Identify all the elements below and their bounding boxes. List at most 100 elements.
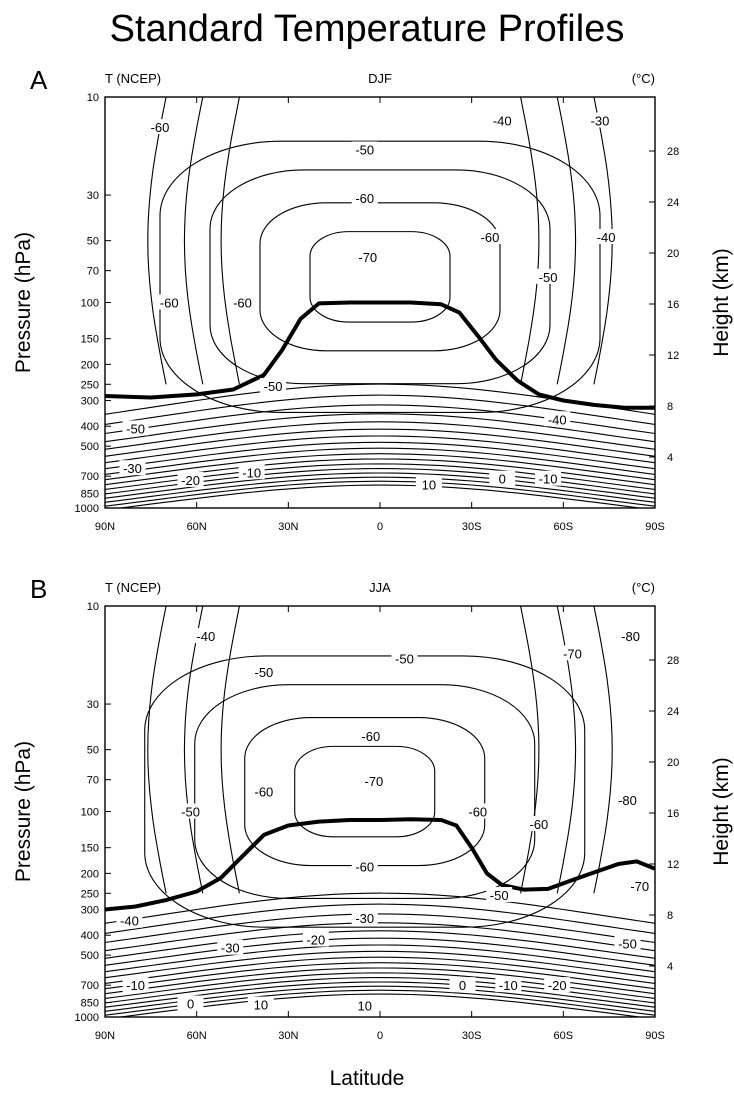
label-left: T (NCEP): [105, 580, 161, 595]
contour-label-bg: [544, 977, 571, 993]
y-tick-label: 300: [81, 905, 99, 917]
contour-label-bg: [360, 772, 387, 788]
y-tick-label: 850: [81, 488, 99, 500]
y2-tick-label: 4: [667, 961, 673, 973]
contour-label: -10: [126, 978, 145, 993]
contour-label: -50: [618, 937, 637, 952]
y2-tick-label: 8: [667, 401, 673, 413]
isotherm: [105, 950, 655, 979]
y-tick-label: 700: [81, 980, 99, 992]
contour-label-bg: [464, 803, 491, 819]
isotherm: [105, 394, 655, 425]
contour-label: -50: [126, 421, 145, 436]
contour-label-bg: [238, 464, 265, 480]
label-center: JJA: [369, 580, 391, 595]
contour-label-bg: [192, 628, 219, 644]
isotherm: [105, 413, 655, 443]
contour-label-bg: [489, 470, 516, 486]
contour-label-bg: [351, 910, 378, 926]
label-right: (°C): [632, 71, 655, 86]
y-axis-title: Pressure (hPa): [12, 741, 35, 882]
contour-label-bg: [489, 112, 516, 128]
contour-label: -70: [630, 879, 649, 894]
x-axis-title: Latitude: [329, 1067, 405, 1090]
contour-label-bg: [614, 792, 641, 808]
contour-label-bg: [229, 294, 256, 310]
contour-label: -20: [306, 933, 325, 948]
contour-label: 10: [422, 478, 436, 493]
y-tick-label: 100: [81, 807, 99, 819]
contour-label: -50: [490, 888, 509, 903]
contour-label-bg: [250, 664, 277, 680]
contour-label: -60: [254, 785, 273, 800]
contour-label: -40: [120, 914, 139, 929]
isotherm: [105, 453, 655, 481]
y2-tick-label: 24: [667, 197, 679, 209]
y-tick-label: 50: [87, 745, 99, 757]
x-tick-label: 0: [377, 1030, 383, 1042]
contour-label: 0: [499, 472, 506, 487]
contour-label: -40: [548, 412, 567, 427]
x-tick-label: 0: [377, 521, 383, 533]
contour-label: -70: [364, 774, 383, 789]
isotherm: [144, 655, 586, 928]
contour-label: -30: [221, 941, 240, 956]
contour-label: 0: [459, 978, 466, 993]
x-tick-label: 90N: [95, 1030, 115, 1042]
isotherm: [105, 484, 655, 508]
y-tick-label: 10: [87, 601, 99, 613]
x-tick-label: 90N: [95, 521, 115, 533]
contour-label: 10: [254, 998, 268, 1013]
contour-label: -30: [591, 113, 610, 128]
y2-tick-label: 20: [667, 757, 679, 769]
contour-label-bg: [122, 420, 149, 436]
y2-tick-label: 12: [667, 859, 679, 871]
isotherm: [259, 202, 501, 352]
y2-tick-label: 28: [667, 146, 679, 158]
contour-label-bg: [559, 645, 586, 661]
contour-label-bg: [217, 939, 244, 955]
x-tick-label: 30S: [462, 1030, 482, 1042]
contour-label-bg: [354, 248, 381, 264]
contour-label: -50: [254, 665, 273, 680]
x-tick-label: 30N: [278, 1030, 298, 1042]
contour-label: -40: [493, 113, 512, 128]
y-tick-label: 30: [87, 190, 99, 202]
y2-tick-label: 20: [667, 248, 679, 260]
contour-label-bg: [116, 912, 143, 928]
contour-label-bg: [351, 141, 378, 157]
isotherm: [194, 684, 536, 899]
panel-b: -40 -50 -70 -80 -50 -60 -60 -50 -70 -60 -60 -80 -70 -…: [12, 574, 733, 1042]
contour-label-bg: [357, 728, 384, 744]
y-tick-label: 500: [81, 441, 99, 453]
contour-label: -50: [264, 379, 283, 394]
tropopause-line: [105, 300, 655, 410]
isotherm: [593, 606, 613, 894]
contour-label: -50: [181, 805, 200, 820]
contour-label-bg: [486, 887, 513, 903]
contour-label: -30: [355, 911, 374, 926]
contour-label-bg: [250, 783, 277, 799]
isotherm: [105, 913, 655, 944]
figure-title: Standard Temperature Profiles: [109, 8, 625, 50]
isotherm: [105, 441, 655, 470]
contour-label: 10: [357, 999, 371, 1014]
contour-label: -50: [355, 142, 374, 157]
x-tick-label: 60N: [187, 1030, 207, 1042]
contour-label: -50: [395, 651, 414, 666]
x-tick-label: 90S: [645, 521, 665, 533]
contour-label-bg: [351, 858, 378, 874]
contour-label-bg: [122, 977, 149, 993]
contour-label-bg: [587, 112, 613, 128]
label-center: DJF: [368, 71, 392, 86]
label-left: T (NCEP): [105, 71, 161, 86]
contour-label-bg: [156, 294, 183, 310]
y2-axis-title: Height (km): [710, 757, 733, 866]
y-tick-label: 100: [81, 298, 99, 310]
contour-label-bg: [177, 803, 204, 819]
contour-lines: [105, 97, 655, 508]
contour-label: -60: [529, 817, 548, 832]
isotherm: [309, 231, 451, 323]
isotherm: [105, 903, 655, 934]
isotherm: [105, 922, 655, 952]
